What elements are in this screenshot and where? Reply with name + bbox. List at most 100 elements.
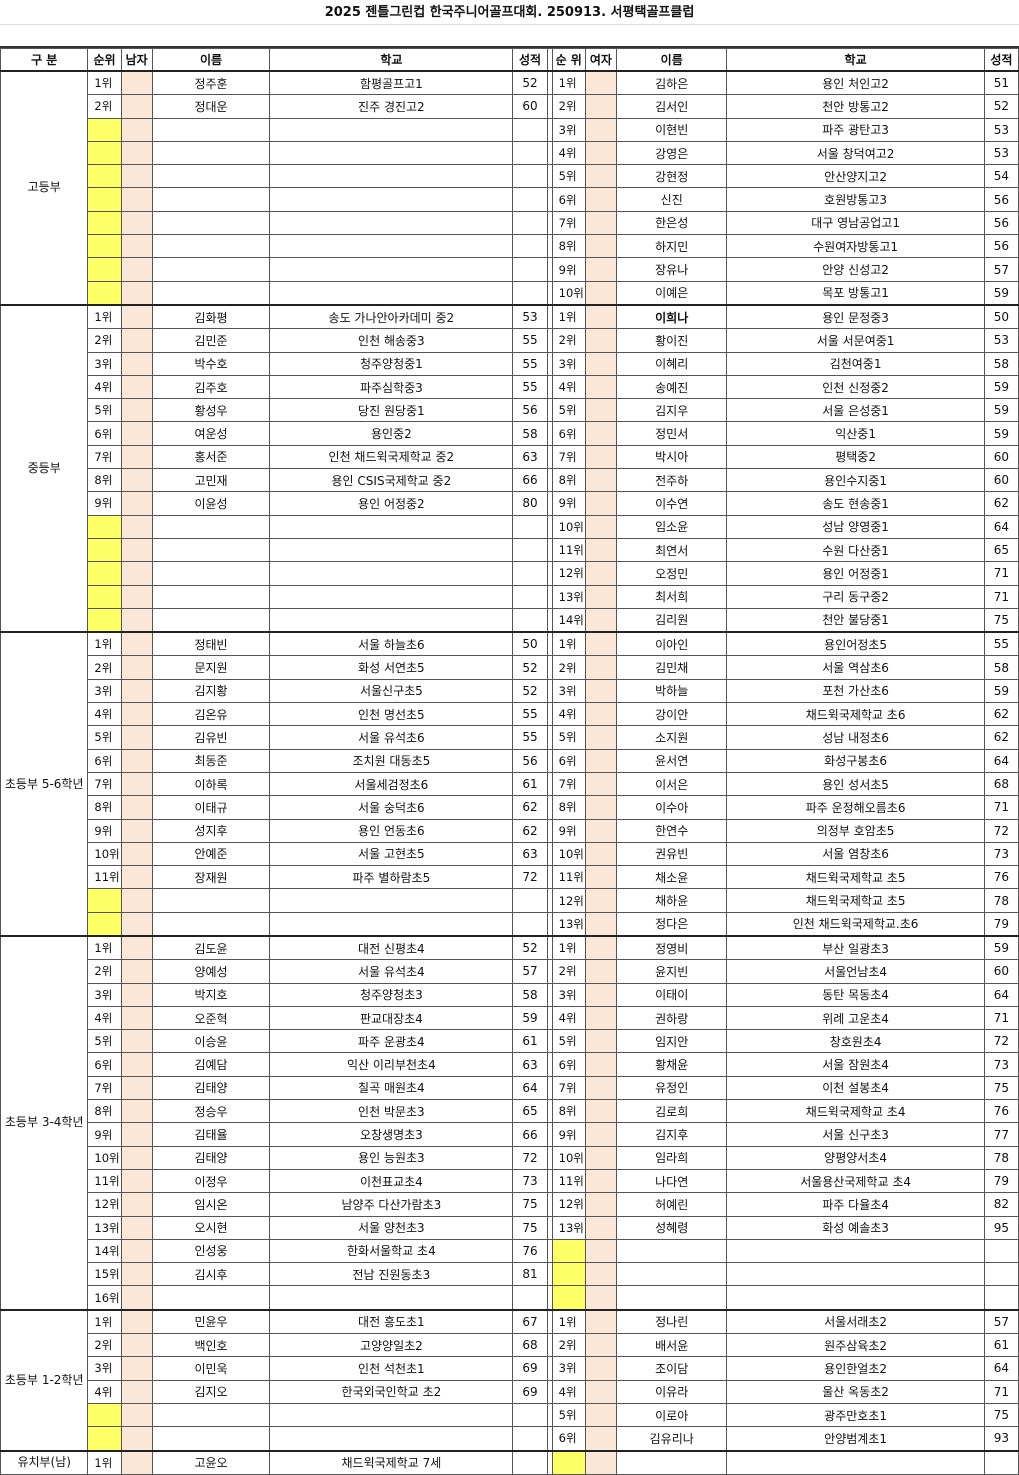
men-rank-cell[interactable]: 7위 [87,1075,122,1101]
men-name-cell[interactable]: 김지오 [151,1379,271,1404]
men-score-cell[interactable]: 58 [512,982,548,1007]
men-name-cell[interactable]: 김태율 [151,1122,271,1147]
men-name-cell[interactable]: 안예준 [151,841,271,867]
women-school-cell[interactable]: 용인 어정중1 [726,561,985,586]
men-marker-cell[interactable] [120,1333,153,1358]
men-marker-cell[interactable] [120,444,153,470]
women-rank-cell[interactable]: 8위 [551,468,586,493]
men-score-cell[interactable]: 58 [512,421,548,446]
women-marker-cell[interactable] [584,1285,617,1311]
men-score-cell[interactable]: 76 [512,1238,548,1264]
women-rank-cell[interactable] [551,1262,586,1287]
women-school-cell[interactable]: 파주 다율초4 [726,1192,985,1217]
women-marker-cell[interactable] [584,1449,617,1475]
men-marker-cell[interactable] [120,70,153,96]
women-score-cell[interactable]: 62 [983,725,1019,750]
women-rank-cell[interactable]: 5위 [551,725,586,750]
women-rank-cell[interactable]: 2위 [551,1333,586,1358]
men-marker-cell[interactable] [120,1215,153,1240]
men-marker-cell[interactable] [120,1122,153,1147]
women-rank-cell[interactable]: 5위 [551,164,586,189]
men-score-cell[interactable]: 55 [512,702,548,727]
women-score-cell[interactable]: 54 [983,164,1019,189]
women-marker-cell[interactable] [584,1122,617,1147]
men-school-cell[interactable]: 용인 언동초6 [269,818,514,843]
women-school-cell[interactable]: 안양범계초1 [726,1426,985,1452]
women-name-cell[interactable]: 유정인 [615,1075,728,1101]
men-marker-cell[interactable] [120,841,153,867]
women-marker-cell[interactable] [584,1052,617,1077]
women-rank-cell[interactable]: 9위 [551,1122,586,1147]
men-rank-cell[interactable]: 8위 [87,795,122,820]
men-marker-cell[interactable] [120,795,153,820]
men-score-cell[interactable]: 72 [512,1145,548,1170]
women-name-cell[interactable]: 소지원 [615,725,728,750]
women-marker-cell[interactable] [584,865,617,890]
men-name-cell[interactable] [151,888,271,913]
women-name-cell[interactable]: 김서인 [615,94,728,119]
women-name-cell[interactable]: 채소윤 [615,865,728,890]
women-name-cell[interactable] [615,1262,728,1287]
women-name-cell[interactable]: 이태이 [615,982,728,1007]
men-school-cell[interactable]: 서울 유석초4 [269,959,514,984]
women-rank-cell[interactable]: 10위 [551,280,586,306]
women-rank-cell[interactable]: 9위 [551,257,586,282]
women-rank-cell[interactable]: 6위 [551,187,586,212]
men-school-cell[interactable]: 당진 원당중1 [269,398,514,423]
women-marker-cell[interactable] [584,328,617,353]
men-score-cell[interactable]: 72 [512,865,548,890]
women-score-cell[interactable]: 68 [983,771,1019,797]
women-rank-cell[interactable]: 5위 [551,1029,586,1054]
women-marker-cell[interactable] [584,702,617,727]
men-score-cell[interactable]: 63 [512,841,548,867]
men-score-cell[interactable]: 62 [512,795,548,820]
women-name-cell[interactable]: 이서은 [615,771,728,797]
women-rank-cell[interactable]: 4위 [551,374,586,400]
women-school-cell[interactable]: 서울 은성중1 [726,398,985,423]
men-score-cell[interactable]: 50 [512,631,548,657]
men-rank-cell[interactable]: 1위 [87,303,122,330]
men-school-cell[interactable]: 인천 명선초5 [269,702,514,727]
women-score-cell[interactable]: 62 [983,702,1019,727]
men-score-cell[interactable]: 69 [512,1379,548,1404]
men-rank-cell[interactable]: 1위 [87,631,122,657]
men-school-cell[interactable]: 채드윅국제학교 7세 [269,1449,514,1475]
women-score-cell[interactable]: 62 [983,491,1019,516]
men-rank-cell[interactable] [87,234,122,259]
women-name-cell[interactable]: 성혜령 [615,1215,728,1240]
men-score-cell[interactable]: 55 [512,351,548,376]
men-rank-cell[interactable] [87,210,122,236]
women-rank-cell[interactable]: 8위 [551,234,586,259]
men-school-cell[interactable] [269,210,514,236]
men-score-cell[interactable]: 64 [512,1075,548,1101]
men-marker-cell[interactable] [120,234,153,259]
men-marker-cell[interactable] [120,1005,153,1031]
men-marker-cell[interactable] [120,607,153,633]
women-rank-cell[interactable]: 6위 [551,421,586,446]
men-marker-cell[interactable] [120,1145,153,1170]
women-marker-cell[interactable] [584,1333,617,1358]
men-rank-cell[interactable] [87,561,122,586]
men-school-cell[interactable] [269,234,514,259]
women-school-cell[interactable]: 수원여자방통고1 [726,234,985,259]
men-rank-cell[interactable]: 10위 [87,1145,122,1170]
women-marker-cell[interactable] [584,1029,617,1054]
men-rank-cell[interactable]: 1위 [87,1449,122,1475]
women-school-cell[interactable]: 서울서래초2 [726,1308,985,1335]
men-school-cell[interactable] [269,561,514,586]
women-name-cell[interactable]: 김리원 [615,607,728,633]
men-marker-cell[interactable] [120,561,153,586]
women-marker-cell[interactable] [584,795,617,820]
women-score-cell[interactable]: 53 [983,140,1019,166]
women-school-cell[interactable]: 부산 일광초3 [726,934,985,961]
men-school-cell[interactable]: 칠곡 매원초4 [269,1075,514,1101]
women-marker-cell[interactable] [584,468,617,493]
men-score-cell[interactable]: 73 [512,1168,548,1194]
men-rank-cell[interactable]: 2위 [87,1333,122,1358]
women-school-cell[interactable]: 용인한얼초2 [726,1356,985,1381]
men-rank-cell[interactable] [87,164,122,189]
women-score-cell[interactable]: 61 [983,1333,1019,1358]
women-school-cell[interactable]: 목포 방통고1 [726,280,985,306]
division-label[interactable]: 중등부 [0,303,89,633]
men-name-cell[interactable] [151,117,271,142]
